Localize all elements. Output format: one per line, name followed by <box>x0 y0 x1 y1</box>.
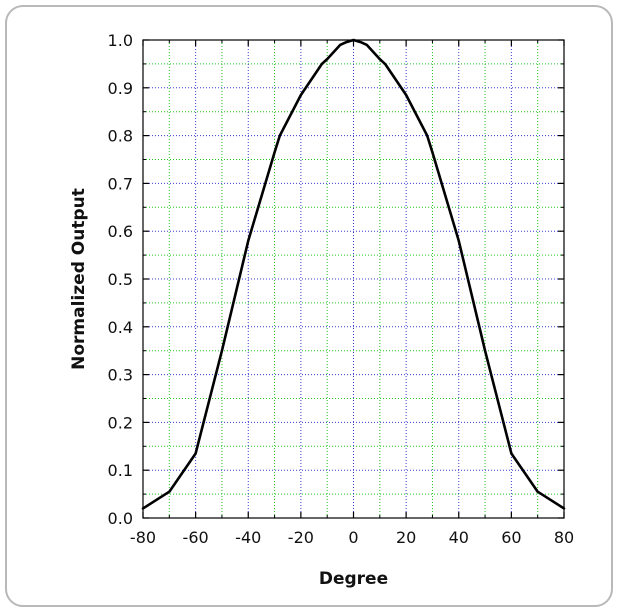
x-tick-label: 40 <box>449 528 469 547</box>
x-tick-label: -40 <box>235 528 261 547</box>
x-tick-label: -20 <box>288 528 314 547</box>
y-tick-label: 0.0 <box>108 509 133 528</box>
y-tick-label: 0.7 <box>108 174 133 193</box>
x-axis-title: Degree <box>319 569 388 589</box>
tick-labels: -80 -60 -40 -20 0 20 40 60 80 0.0 0.1 0.2 0.3 0.4 0.5 0… <box>108 31 575 547</box>
chart-card <box>5 5 613 607</box>
x-tick-label: 20 <box>396 528 416 547</box>
x-tick-label: 0 <box>348 528 358 547</box>
y-tick-label: 0.8 <box>108 127 133 146</box>
y-axis-title: Normalized Output <box>69 188 89 370</box>
x-tick-label: 80 <box>554 528 574 547</box>
y-tick-label: 0.9 <box>108 79 133 98</box>
tick-marks <box>142 39 565 519</box>
x-tick-label: -60 <box>183 528 209 547</box>
major-grid <box>143 40 564 518</box>
minor-grid <box>143 40 564 518</box>
y-tick-label: 0.2 <box>108 413 133 432</box>
x-tick-label: -80 <box>130 528 156 547</box>
y-tick-label: 0.6 <box>108 222 133 241</box>
y-tick-label: 1.0 <box>108 31 133 50</box>
y-tick-label: 0.3 <box>108 366 133 385</box>
y-tick-label: 0.4 <box>108 318 133 337</box>
y-tick-label: 0.5 <box>108 270 133 289</box>
y-tick-label: 0.1 <box>108 461 133 480</box>
x-tick-label: 60 <box>501 528 521 547</box>
